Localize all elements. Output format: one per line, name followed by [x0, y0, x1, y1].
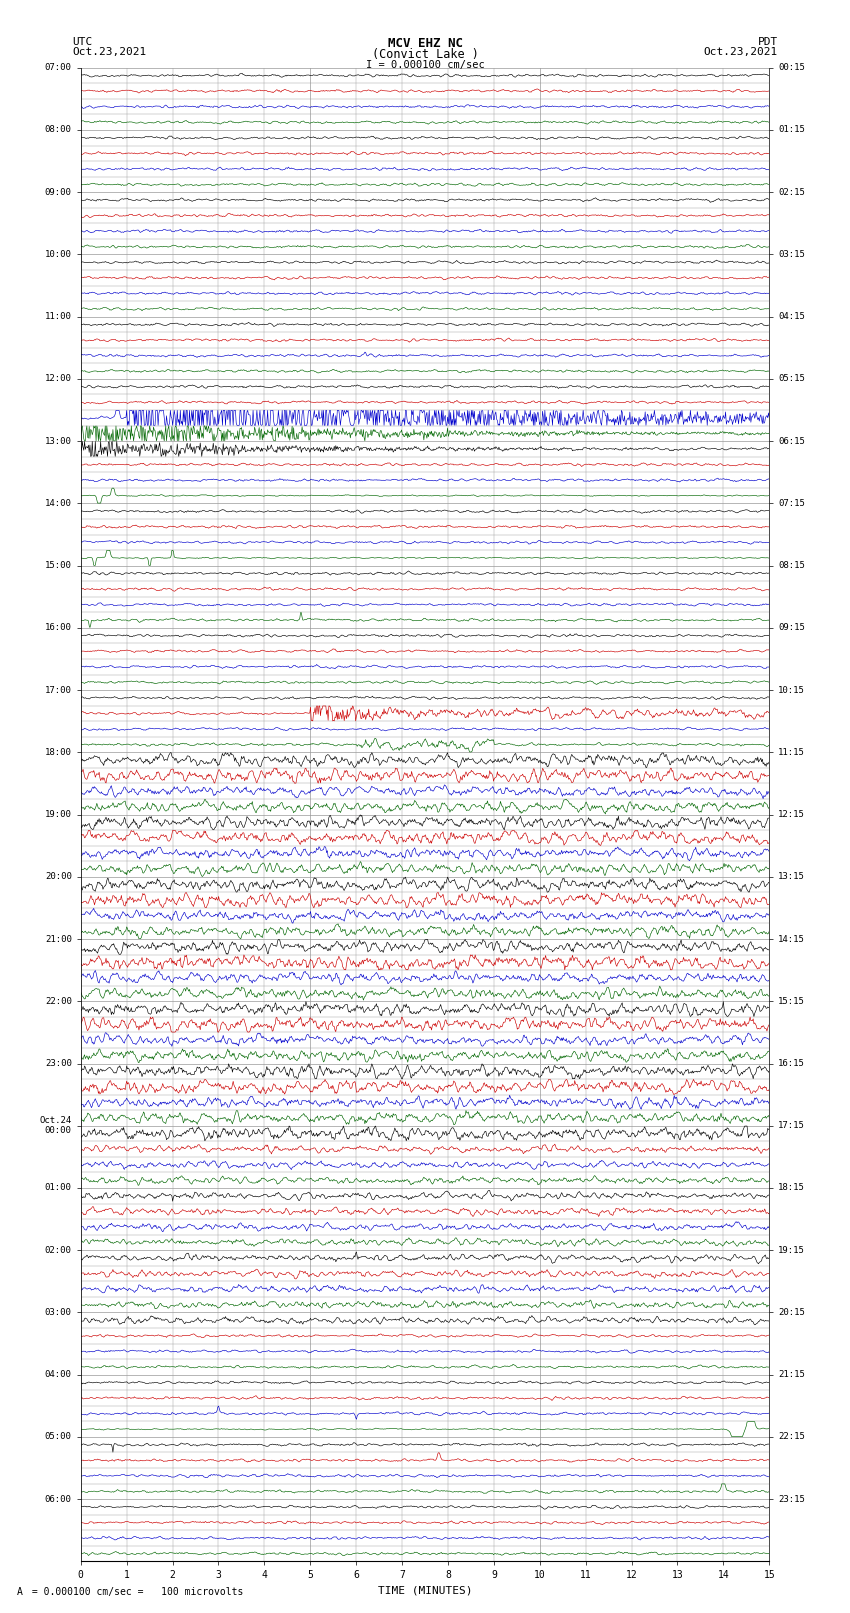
- Text: A: A: [17, 1587, 23, 1597]
- Text: PDT: PDT: [757, 37, 778, 47]
- Text: = 0.000100 cm/sec =   100 microvolts: = 0.000100 cm/sec = 100 microvolts: [26, 1587, 243, 1597]
- Text: UTC: UTC: [72, 37, 93, 47]
- Text: Oct.23,2021: Oct.23,2021: [72, 47, 146, 56]
- Text: I = 0.000100 cm/sec: I = 0.000100 cm/sec: [366, 60, 484, 69]
- Text: Oct.23,2021: Oct.23,2021: [704, 47, 778, 56]
- Text: (Convict Lake ): (Convict Lake ): [371, 48, 479, 61]
- Text: MCV EHZ NC: MCV EHZ NC: [388, 37, 462, 50]
- X-axis label: TIME (MINUTES): TIME (MINUTES): [377, 1586, 473, 1595]
